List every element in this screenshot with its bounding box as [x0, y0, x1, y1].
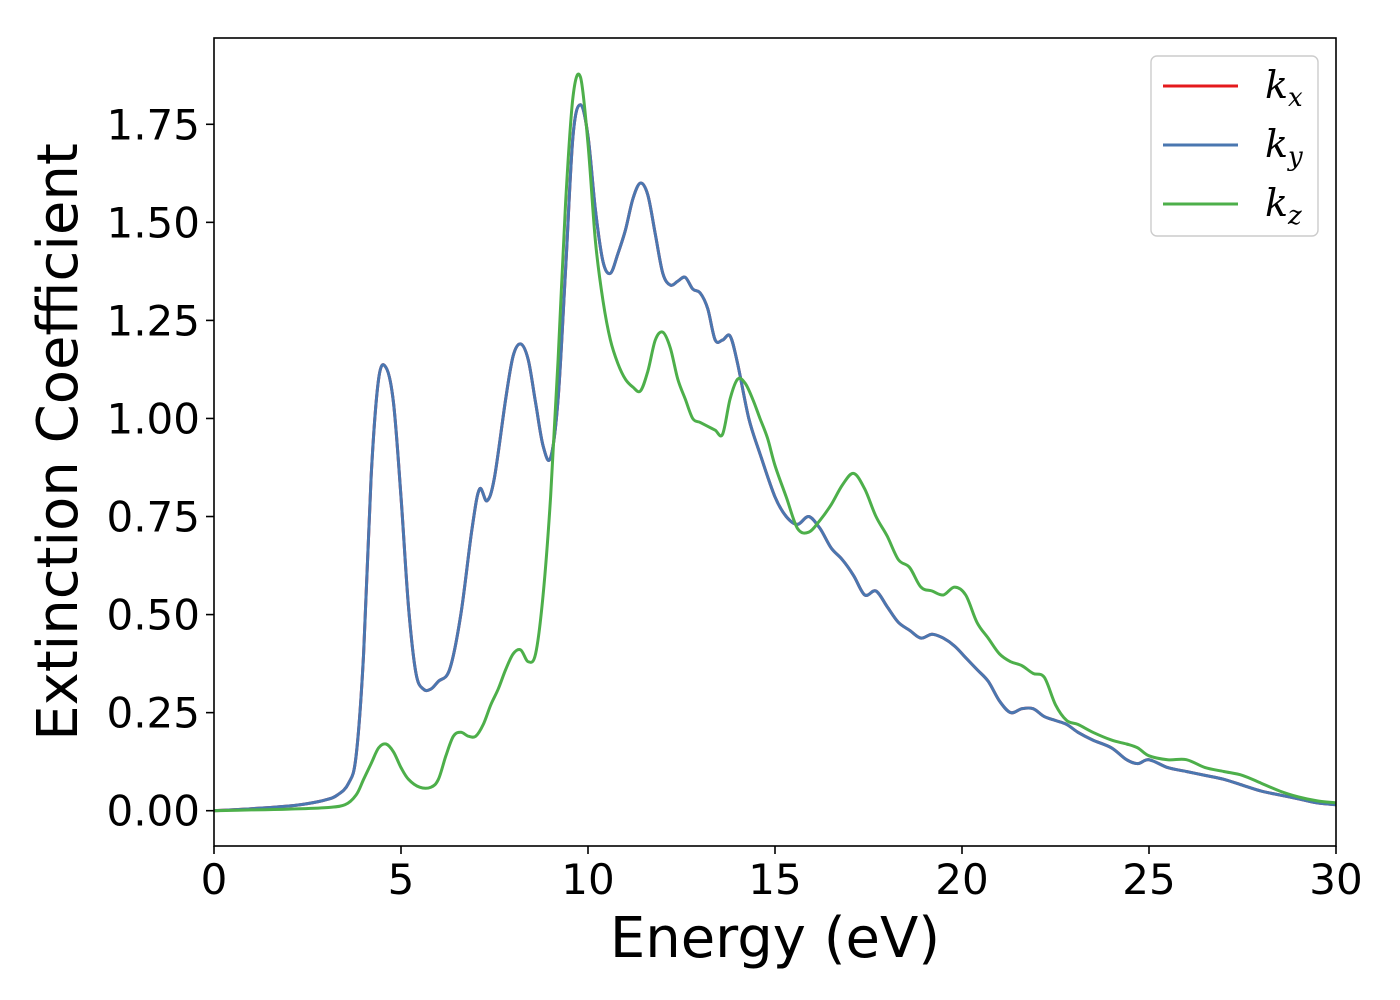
y-tick-label: 0.75: [106, 493, 200, 542]
x-tick-label: 30: [1309, 855, 1362, 904]
y-tick-label: 0.25: [106, 689, 200, 738]
y-tick-label: 1.00: [106, 394, 200, 443]
y-axis: 0.00 0.25 0.50 0.75 1.00 1.25 1.50 1.75: [106, 100, 214, 836]
y-tick-label: 0.00: [106, 787, 200, 836]
series-line-k-y: [214, 103, 1336, 813]
x-axis: 0 5 10 15 20 25 30: [201, 846, 1363, 904]
y-axis-title: Extinction Coefficient: [26, 143, 91, 741]
y-tick-label: 0.50: [106, 591, 200, 640]
legend: kx ky kz: [1150, 55, 1319, 237]
x-axis-title: Energy (eV): [610, 906, 940, 971]
series-layer: [214, 72, 1336, 813]
x-tick-label: 0: [201, 855, 228, 904]
x-tick-label: 20: [935, 855, 988, 904]
y-tick-label: 1.75: [106, 100, 200, 149]
legend-label-k-x: kx: [1265, 63, 1303, 113]
y-tick-label: 1.50: [106, 198, 200, 247]
legend-label-k-z: kz: [1265, 181, 1302, 231]
legend-label-k-y: ky: [1265, 122, 1303, 172]
y-tick-label: 1.25: [106, 296, 200, 345]
x-tick-label: 25: [1122, 855, 1175, 904]
x-tick-label: 10: [561, 855, 614, 904]
x-tick-label: 5: [388, 855, 415, 904]
series-line-k-z: [214, 72, 1336, 813]
x-tick-label: 15: [748, 855, 801, 904]
